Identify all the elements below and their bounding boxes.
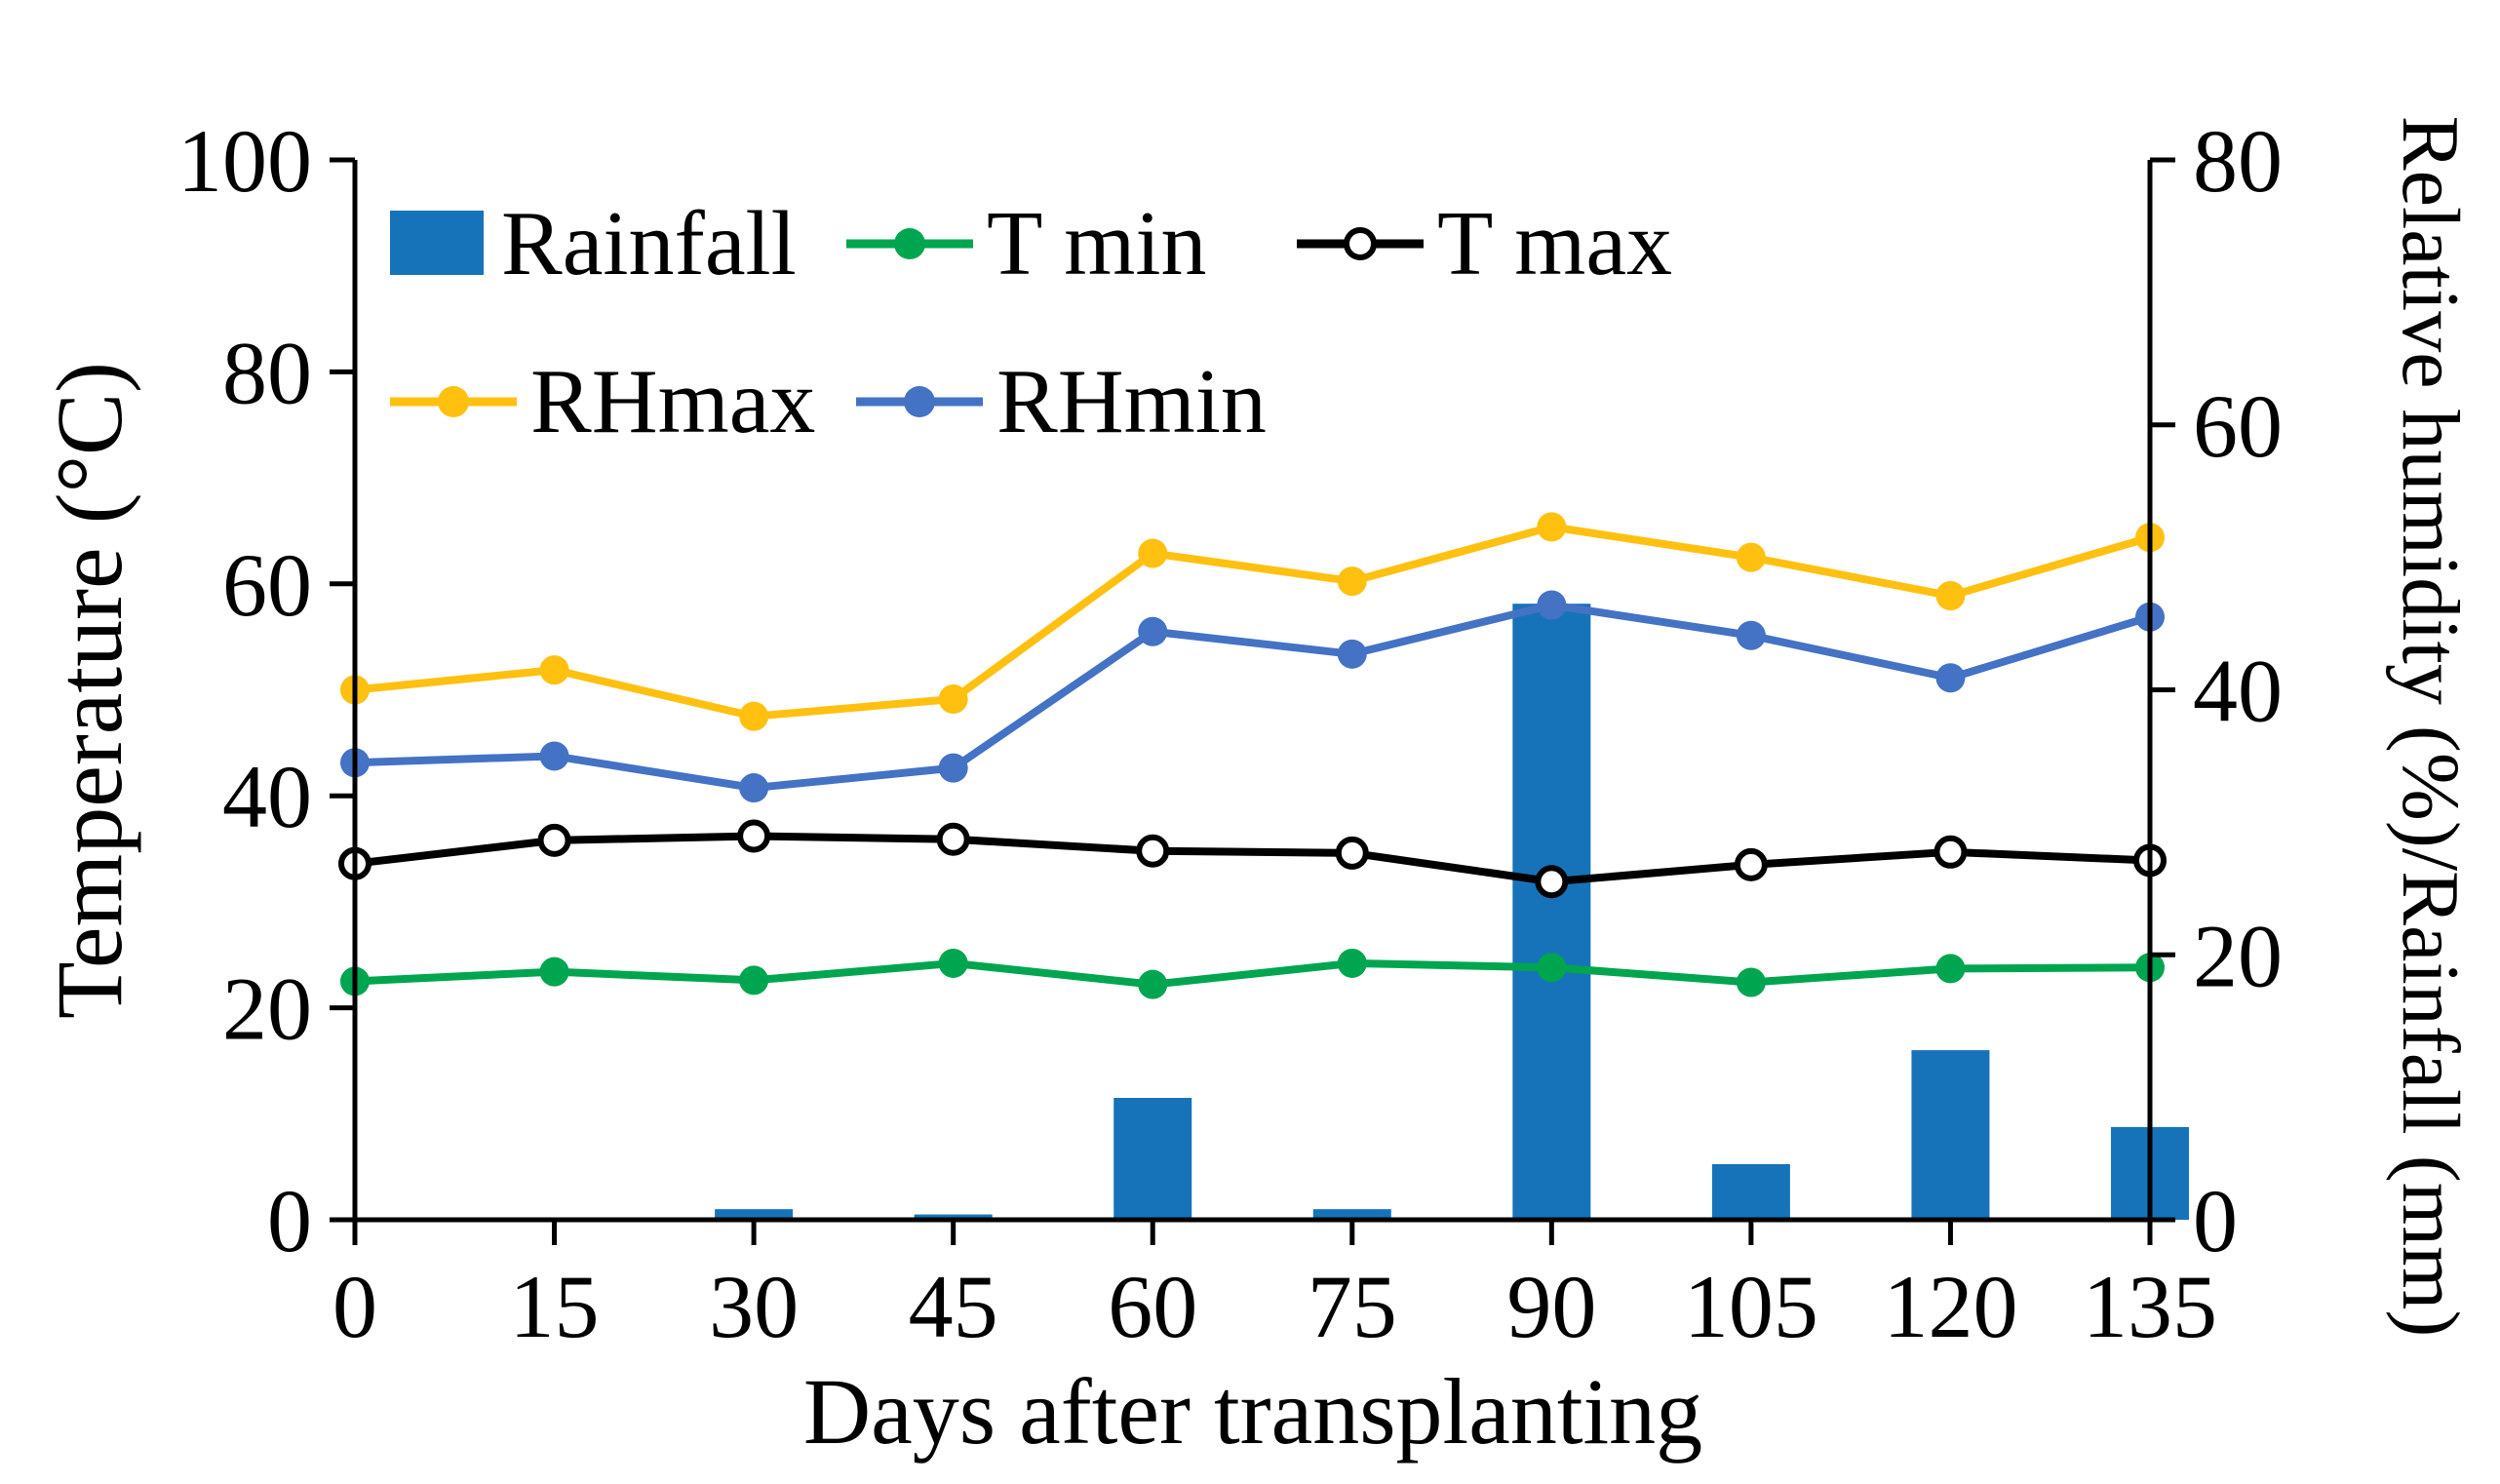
x-tick-label: 105 [1684,1257,1818,1356]
y-right-tick-label: 0 [2193,1171,2238,1270]
bar [1711,1163,1790,1220]
y-axis-left-title: Temperature (°C) [37,361,141,1020]
x-tick-label: 0 [332,1257,377,1356]
bar [914,1214,993,1220]
line-series-rhmax [340,512,2165,731]
tmin-line-swatch-icon [846,228,973,259]
line-series-rhmin [340,590,2165,803]
legend-label: RHmax [530,351,816,452]
y-left-tick-label: 60 [222,535,312,635]
legend-label: T min [987,193,1207,294]
y-right-tick-label: 40 [2193,642,2283,741]
legend-label: Rainfall [501,193,797,294]
legend-item-tmax: T max [1297,195,1672,293]
bar [1512,604,1591,1220]
line-series-t-min [340,948,2165,999]
y-left-tick-label: 80 [222,323,312,422]
bar [1113,1097,1192,1220]
line-series-t-max [338,819,2167,899]
x-tick-label: 75 [1308,1257,1397,1356]
rhmax-line-swatch-icon [390,386,517,417]
legend-item-rainfall: Rainfall [390,195,797,293]
x-tick-label: 90 [1506,1257,1596,1356]
bar [715,1209,794,1220]
y-axis-right-title: Relative humidity (%)/Rainfall (mm) [2385,115,2476,1338]
y-left-tick-label: 40 [222,747,312,846]
x-tick-label: 30 [709,1257,799,1356]
legend-label: RHmin [996,351,1267,452]
x-tick-label: 15 [510,1257,600,1356]
rainfall-swatch-icon [390,211,484,275]
legend-item-tmin: T min [846,195,1206,293]
y-right-tick-label: 80 [2193,111,2283,211]
y-right-tick-label: 60 [2193,376,2283,476]
legend-item-rhmax: RHmax [390,353,815,450]
tmax-line-swatch-icon [1297,227,1424,260]
x-tick-label: 135 [2083,1257,2217,1356]
y-left-tick-label: 0 [267,1171,312,1270]
x-tick-label: 45 [909,1257,998,1356]
bars-rainfall [715,604,2189,1220]
bar [1312,1209,1391,1220]
x-tick-label: 120 [1883,1257,2017,1356]
axes [330,157,2175,1245]
x-tick-label: 60 [1108,1257,1197,1356]
rhmin-line-swatch-icon [856,386,983,417]
legend-item-rhmin: RHmin [856,353,1267,450]
y-left-tick-label: 20 [222,959,312,1059]
legend-label: T max [1437,193,1673,294]
bar [1911,1050,1990,1220]
y-left-tick-label: 100 [177,111,312,211]
y-right-tick-label: 20 [2193,906,2283,1005]
x-axis-title: Days after transplanting [802,1359,1703,1464]
